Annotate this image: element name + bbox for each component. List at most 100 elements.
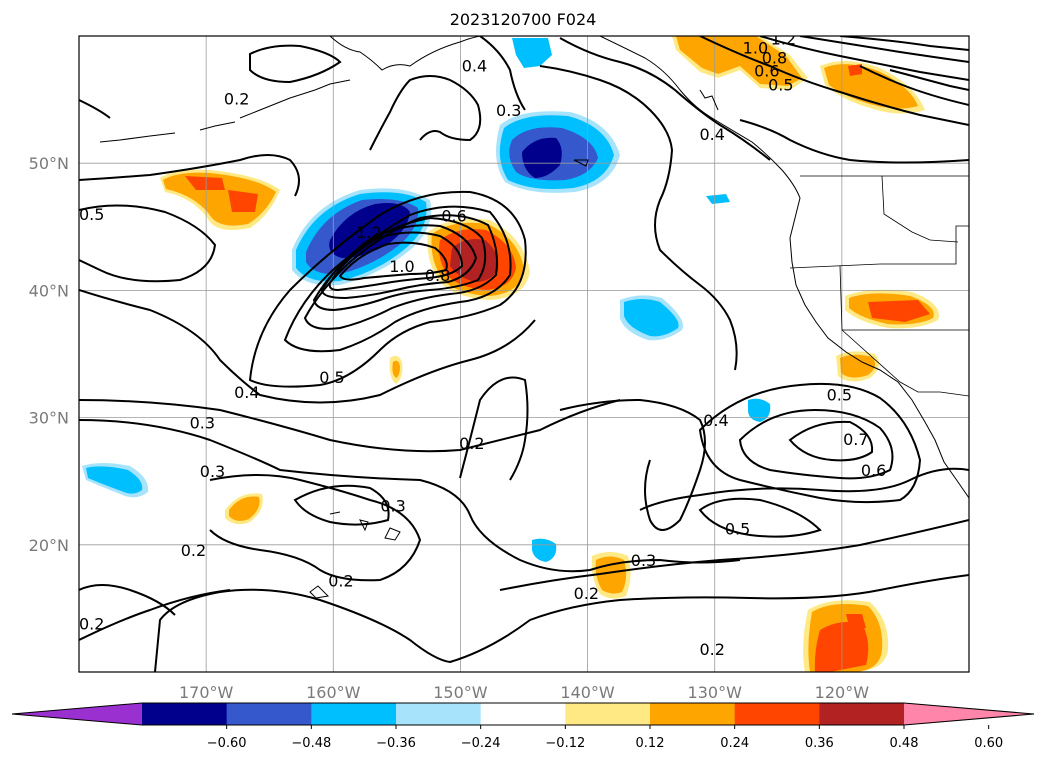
longitude-labels: 170°W 160°W 150°W 140°W 130°W 120°W [179,683,869,702]
contour-label-text: 1.0 [389,257,414,276]
contour-label: 1.2 [356,223,381,242]
latitude-labels: 50°N 40°N 30°N 20°N [29,154,69,555]
colorbar-segment [142,703,228,725]
colorbar-segment [565,703,651,725]
colorbar-tick-label: 0.48 [890,736,919,751]
contour-label-text: 0.3 [496,101,521,120]
contour-label-text: 0.6 [441,206,466,225]
contour-label: 0.2 [328,571,353,590]
contour-label: 0.8 [762,49,787,68]
contour-label-text: 0.5 [319,368,344,387]
map-area: 0.40.20.30.41.0 1.20.80.60.50.5 0.61.21.0 0… [79,36,969,672]
contour-label-text: 0.4 [462,56,487,75]
colorbar-outline [11,702,1035,726]
lon-label: 120°W [815,683,870,702]
map-frame [78,35,970,673]
lon-label: 160°W [306,683,361,702]
contour-label: 0.5 [79,205,104,224]
lon-label: 140°W [560,683,615,702]
contour-label-text: 0.5 [827,386,852,405]
colorbar-tick-label: 0.60 [974,736,1003,751]
contour-label: 0.4 [699,125,724,144]
lat-label: 20°N [29,536,69,555]
lon-label: 170°W [179,683,234,702]
shaded-fields [82,36,939,672]
contour-label: 0.5 [768,75,793,94]
colorbar-segment [650,703,736,725]
lon-label: 150°W [433,683,488,702]
contour-label-text: 1.2 [356,223,381,242]
colorbar-tick-label: 0.24 [720,736,749,751]
contour-label: 0.2 [699,640,724,659]
coastlines [99,36,969,599]
contour-label: 0.2 [79,615,104,634]
colorbar-tick-label: −0.12 [545,736,585,751]
contour-label-text: 0.2 [79,615,104,634]
contour-label: 0.2 [181,541,206,560]
colorbar-tick-label: −0.24 [461,736,501,751]
colorbar-segment [226,703,312,725]
colorbar-tick-label: −0.60 [207,736,247,751]
contour-lines [79,36,969,672]
contour-label-text: 0.8 [762,49,787,68]
lat-label: 50°N [29,154,69,173]
contour-labels: 0.40.20.30.41.0 1.20.80.60.50.5 0.61.21.0 0… [79,36,886,659]
colorbar-extend-high [904,703,1034,725]
contour-label: 0.5 [319,368,344,387]
contour-label-text: 0.2 [224,89,249,108]
contour-label-text: 0.4 [234,383,259,402]
contour-label-text: 0.2 [699,640,724,659]
contour-label: 1.0 [389,257,414,276]
contour-label-text: 0.5 [768,75,793,94]
contour-label-text: 0.4 [703,411,728,430]
contour-label-text: 1.0 [743,38,768,57]
contour-label: 0.3 [190,414,215,433]
lat-label: 40°N [29,281,69,300]
contour-label: 0.5 [827,386,852,405]
colorbar-segment [819,703,905,725]
contour-label-text: 0.3 [190,414,215,433]
contour-label-text: 0.4 [699,125,724,144]
contour-label-text: 0.3 [631,551,656,570]
contour-label: 1.2 [771,36,796,49]
contour-label-text: 0.5 [79,205,104,224]
colorbar: −0.60 −0.48 −0.36 −0.24 −0.12 0.12 0.24 0.36 0.4… [11,702,1035,751]
contour-label: 0.3 [200,462,225,481]
contour-label: 0.3 [496,101,521,120]
contour-label-text: 0.2 [574,584,599,603]
lat-label: 30°N [29,409,69,428]
colorbar-segment [311,703,397,725]
colorbar-segment [480,703,566,725]
contour-label-text: 0.6 [861,461,886,480]
map-title: 2023120700 F024 [450,10,597,29]
contour-label: 0.4 [462,56,487,75]
contour-label-text: 0.2 [328,571,353,590]
contour-label-text: 0.3 [380,496,405,515]
colorbar-segment [734,703,820,725]
borders [789,175,969,397]
contour-label: 0.7 [843,430,868,449]
contour-label: 0.6 [754,61,779,80]
contour-label-text: 0.2 [181,541,206,560]
contour-label: 0.2 [224,89,249,108]
contour-label: 0.3 [631,551,656,570]
colorbar-tick-label: −0.36 [376,736,416,751]
contour-label: 1.0 [743,38,768,57]
contour-label: 0.6 [861,461,886,480]
colorbar-tick-label: 0.36 [805,736,834,751]
contour-label-text: 0.6 [754,61,779,80]
contour-label: 0.6 [441,206,466,225]
colorbar-tick-label: 0.12 [636,736,665,751]
contour-label: 0.2 [459,434,484,453]
contour-label: 0.2 [574,584,599,603]
colorbar-segment [396,703,482,725]
contour-label-text: 0.7 [843,430,868,449]
contour-label-text: 0.8 [425,266,450,285]
colorbar-tick-label: −0.48 [291,736,331,751]
contour-label: 0.5 [725,519,750,538]
contour-label-text: 0.5 [725,519,750,538]
contour-label-text: 0.3 [200,462,225,481]
contour-label: 0.3 [380,496,405,515]
lon-label: 130°W [688,683,743,702]
